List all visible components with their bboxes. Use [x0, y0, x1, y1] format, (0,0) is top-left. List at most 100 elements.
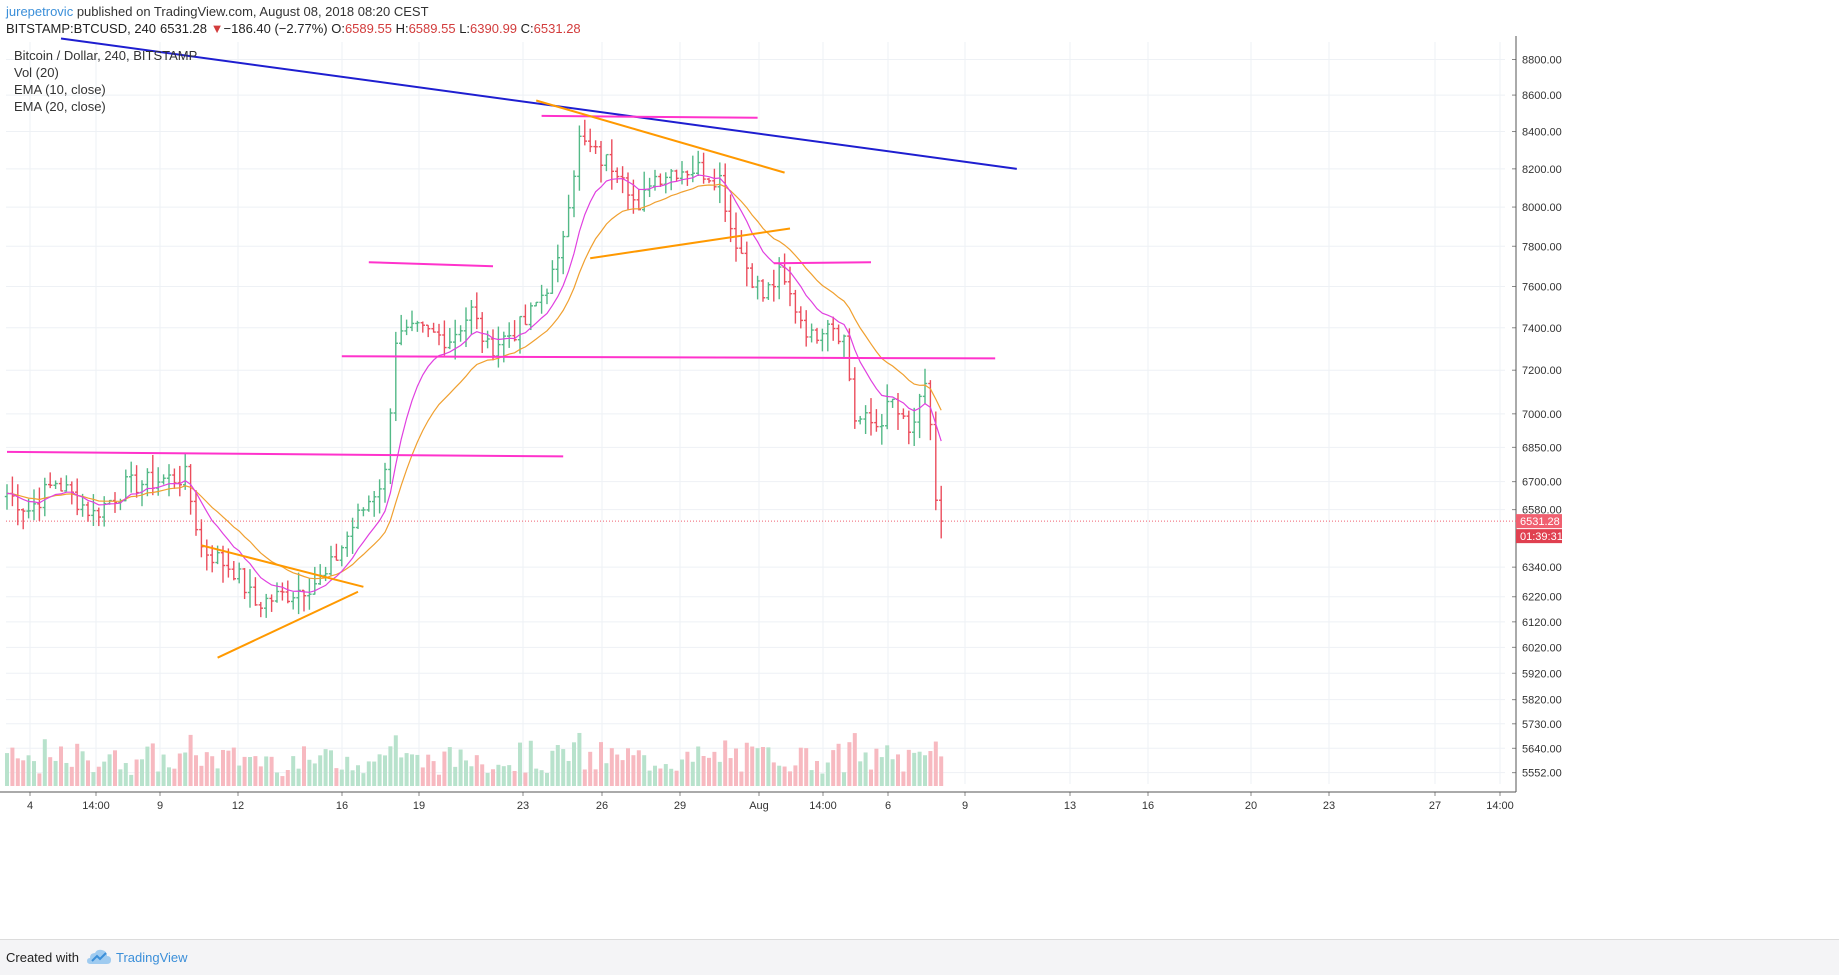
- candle: [858, 415, 863, 425]
- time-tick-label: 27: [1429, 800, 1441, 812]
- volume-bar: [620, 760, 625, 786]
- volume-bar: [437, 774, 441, 786]
- candle: [539, 284, 544, 314]
- price-chart[interactable]: 8800.00 8600.00 8400.00 8200.00 8000.00 7800.…: [0, 36, 1839, 939]
- volume-bar: [550, 750, 555, 786]
- candle: [469, 299, 474, 335]
- tradingview-brand-link[interactable]: TradingView: [116, 950, 188, 965]
- volume-bar: [426, 754, 431, 786]
- candle: [199, 519, 204, 558]
- volume-bar: [539, 770, 544, 786]
- volume-bar: [869, 769, 873, 786]
- price-tick-label: 6120.00: [1522, 617, 1562, 629]
- ema-lines: [6, 174, 942, 593]
- candle: [345, 531, 350, 557]
- open-value: 6589.55: [344, 21, 392, 36]
- candle: [825, 319, 830, 352]
- volume-bar: [86, 760, 90, 786]
- volume-bar: [653, 765, 657, 786]
- time-tick-label: 19: [413, 800, 425, 812]
- candle: [431, 322, 436, 333]
- volume-bar: [771, 762, 776, 786]
- volume-bar: [269, 756, 274, 786]
- candle: [58, 477, 64, 492]
- high-label: H:: [395, 21, 409, 36]
- candle: [593, 140, 598, 154]
- author-link[interactable]: jurepetrovic: [6, 4, 74, 19]
- volume-bar: [588, 751, 593, 786]
- trendline-orange: [217, 590, 359, 659]
- volume-bar: [480, 764, 485, 786]
- candle: [771, 269, 776, 302]
- volume-bar: [809, 770, 814, 786]
- volume-bar: [647, 770, 652, 786]
- candle: [490, 329, 496, 361]
- candle: [874, 409, 879, 432]
- volume-bar: [431, 761, 436, 786]
- candle: [933, 411, 938, 511]
- candle: [112, 492, 118, 513]
- horizontal-magenta: [6, 450, 564, 458]
- volume-bar: [599, 742, 603, 786]
- candle: [350, 517, 355, 554]
- candle: [647, 177, 652, 198]
- volume-bar: [156, 771, 161, 786]
- trendline-orange: [201, 544, 364, 588]
- price-tick-label: 5920.00: [1522, 668, 1562, 680]
- volume-bar: [210, 756, 215, 786]
- volume-bar: [485, 772, 490, 786]
- candle: [334, 543, 339, 561]
- candle: [809, 323, 814, 343]
- volume-bar: [761, 747, 765, 786]
- volume-bar: [410, 754, 414, 786]
- volume-bar: [199, 765, 204, 786]
- volume-bar: [372, 761, 377, 786]
- volume-bar: [75, 743, 80, 786]
- time-tick-label: 29: [674, 800, 686, 812]
- price-tick-label: 8600.00: [1522, 90, 1562, 102]
- candle: [258, 601, 263, 618]
- candle: [64, 475, 69, 492]
- volume-bar: [404, 753, 409, 786]
- candle: [928, 380, 933, 441]
- candle: [96, 507, 101, 527]
- candle: [166, 464, 172, 497]
- volume-bar: [96, 766, 101, 786]
- volume-bar: [248, 757, 252, 786]
- candle: [571, 170, 577, 218]
- volume-bar: [215, 768, 220, 786]
- volume-bar: [318, 755, 323, 786]
- volume-bar: [566, 760, 571, 786]
- volume-bar: [545, 772, 549, 786]
- volume-bars: [5, 732, 944, 786]
- candle: [485, 330, 490, 349]
- time-tick-label: 23: [1323, 800, 1335, 812]
- candle: [301, 589, 307, 612]
- candle: [717, 162, 722, 204]
- volume-bar: [231, 747, 236, 786]
- publish-info: jurepetrovic published on TradingView.co…: [6, 4, 429, 19]
- candle: [377, 479, 382, 514]
- volume-bar: [690, 761, 695, 786]
- volume-bar: [874, 748, 879, 786]
- candle: [847, 328, 852, 382]
- volume-bar: [766, 747, 771, 786]
- candle: [183, 453, 188, 490]
- chart-canvas[interactable]: 8800.00 8600.00 8400.00 8200.00 8000.00 7800.…: [0, 36, 1839, 939]
- volume-bar: [107, 754, 112, 786]
- volume-bar: [393, 735, 398, 786]
- candle: [145, 468, 150, 497]
- volume-bar: [825, 762, 830, 786]
- volume-bar: [129, 774, 134, 786]
- open-label: O:: [331, 21, 345, 36]
- volume-bar: [334, 768, 339, 786]
- volume-bar: [258, 766, 263, 786]
- trendline-orange: [535, 99, 785, 174]
- volume-bar: [890, 759, 895, 786]
- tradingview-logo-icon[interactable]: [86, 948, 112, 971]
- volume-bar: [507, 765, 512, 786]
- candle: [253, 577, 258, 606]
- candle: [10, 476, 15, 507]
- candle: [188, 464, 193, 515]
- candle: [582, 119, 587, 146]
